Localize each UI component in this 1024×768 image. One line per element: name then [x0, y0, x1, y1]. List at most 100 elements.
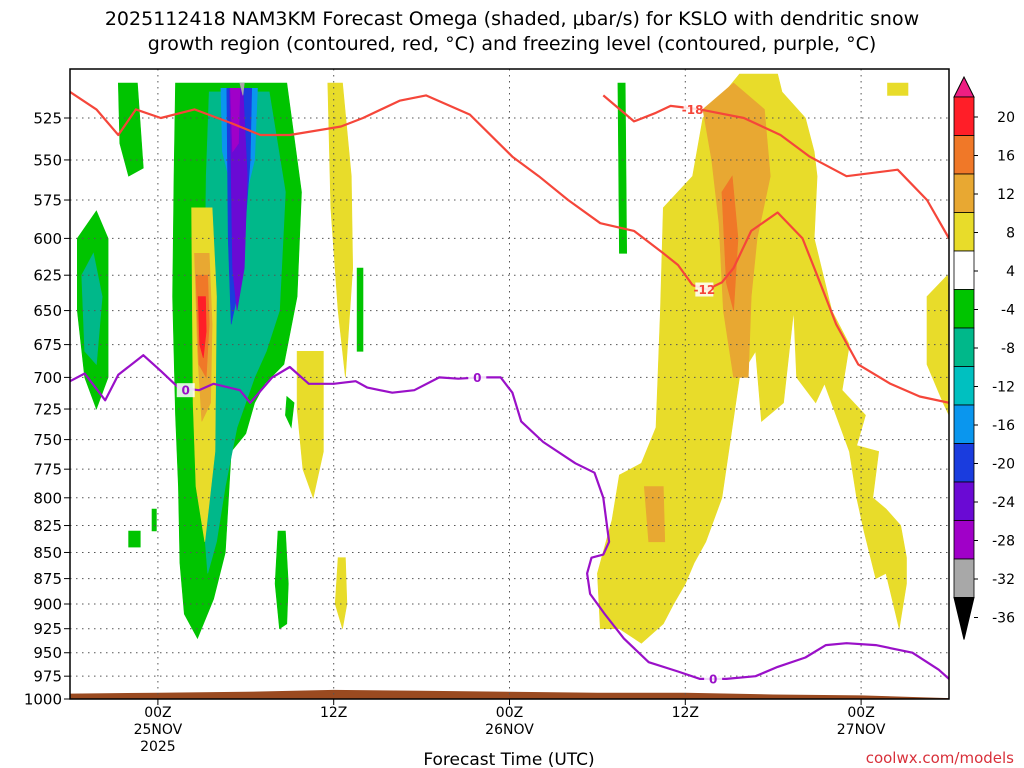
- y-tick-label: 750: [33, 431, 62, 449]
- y-tick-label: 525: [33, 109, 62, 127]
- contour-label: 0: [709, 672, 717, 686]
- y-tick-label: 625: [33, 267, 62, 285]
- colorbar-segment: [953, 212, 975, 252]
- colorbar-label: -8: [1001, 341, 1015, 357]
- omega-region: [81, 252, 103, 366]
- contour-label: 0: [182, 384, 190, 398]
- colorbar-segment: [953, 96, 975, 136]
- colorbar-segment: [953, 481, 975, 521]
- colorbar-top-arrow: [953, 75, 975, 98]
- isotherm-minus18-upper-line: [602, 94, 949, 239]
- y-tick-label: 775: [33, 461, 62, 479]
- omega-region: [643, 486, 666, 543]
- freezing-level-line: [70, 354, 949, 681]
- contour-label-bg: [176, 383, 195, 398]
- colorbar-segment: [953, 558, 975, 598]
- omega-region: [926, 274, 949, 416]
- omega-shading: [77, 73, 949, 644]
- omega-region: [239, 82, 245, 96]
- x-axis-label: Forecast Time (UTC): [423, 750, 594, 768]
- colorbar-label: -20: [992, 457, 1015, 473]
- isotherm-minus12-line: [692, 211, 949, 404]
- omega-region: [356, 267, 364, 352]
- y-tick-label: 700: [33, 369, 62, 387]
- y-tick-label: 975: [33, 668, 62, 686]
- y-tick-label: 575: [33, 192, 62, 210]
- plot-area: -18 -12 0 0 0 525 550 575 600 625 650 675 700 725 750…: [24, 68, 950, 755]
- y-tick-label: 850: [33, 544, 62, 562]
- colorbar-segment: [953, 250, 975, 290]
- colorbar-legend: 20 16 12 8 4 -4 -8 -12 -16 -20 -24 -28 -32 -36: [953, 75, 1015, 640]
- y-axis: 525 550 575 600 625 650 675 700 725 750 775 800 825 8…: [24, 109, 70, 709]
- credit-text: coolwx.com/models: [866, 749, 1014, 767]
- y-tick-label: 800: [33, 489, 62, 507]
- contour-label-bg: [704, 671, 723, 686]
- colorbar-label: 16: [997, 149, 1015, 165]
- colorbar-label: 8: [1006, 226, 1015, 242]
- colorbar-label: 12: [997, 187, 1015, 203]
- omega-region: [151, 508, 157, 532]
- omega-region: [197, 296, 207, 358]
- colorbar-segment: [953, 366, 975, 406]
- colorbar-label: -24: [992, 495, 1015, 511]
- isotherm-minus18-line: [70, 90, 694, 286]
- x-tick-label: 00Z: [496, 705, 523, 721]
- contour-label-bg: [683, 102, 702, 117]
- colorbar-label: 4: [1006, 264, 1015, 280]
- colorbar-label: -16: [992, 418, 1015, 434]
- omega-region: [334, 557, 348, 629]
- x-tick-label: 12Z: [320, 705, 347, 721]
- colorbar-label: -32: [992, 572, 1015, 588]
- y-tick-label: 600: [33, 230, 62, 248]
- contour-lines: -18 -12 0 0 0: [70, 90, 949, 686]
- x-tick-date: 26NOV: [485, 722, 534, 738]
- colorbar-label: 20: [997, 110, 1015, 126]
- x-tick-date: 25NOV: [134, 722, 183, 738]
- y-tick-label: 725: [33, 401, 62, 419]
- omega-region: [617, 82, 628, 254]
- colorbar-segment: [953, 173, 975, 213]
- colorbar-segment: [953, 443, 975, 483]
- x-tick-label: 00Z: [144, 705, 171, 721]
- colorbar-label: -28: [992, 534, 1015, 550]
- y-tick-label: 875: [33, 570, 62, 588]
- y-tick-label: 925: [33, 620, 62, 638]
- colorbar-segment: [953, 135, 975, 175]
- contour-label-bg: [695, 282, 714, 297]
- colorbar-label: -12: [992, 380, 1015, 396]
- colorbar-segment: [953, 289, 975, 329]
- omega-region: [274, 530, 289, 630]
- y-tick-label: 650: [33, 302, 62, 320]
- contour-label-bg: [468, 370, 487, 385]
- x-tick-date: 27NOV: [837, 722, 886, 738]
- y-tick-label: 550: [33, 151, 62, 169]
- chart-subtitle: growth region (contoured, red, °C) and f…: [148, 33, 877, 55]
- colorbar-segment: [953, 520, 975, 560]
- x-tick-year: 2025: [140, 739, 176, 755]
- colorbar-segment: [953, 404, 975, 444]
- contour-label: 0: [473, 371, 481, 385]
- omega-region: [285, 395, 295, 429]
- colorbar-bottom-arrow: [953, 597, 975, 640]
- x-tick-label: 12Z: [672, 705, 699, 721]
- y-tick-label: 900: [33, 595, 62, 613]
- y-tick-label: 1000: [24, 691, 62, 709]
- omega-region: [721, 175, 739, 311]
- contour-label: -12: [694, 283, 716, 297]
- omega-region: [128, 530, 141, 548]
- colorbar-label: -4: [1001, 303, 1015, 319]
- omega-region: [296, 350, 324, 499]
- y-tick-label: 675: [33, 336, 62, 354]
- omega-region: [230, 88, 241, 153]
- colorbar-segment: [953, 327, 975, 367]
- colorbar-label: -36: [992, 611, 1015, 627]
- y-tick-label: 950: [33, 644, 62, 662]
- contour-label: -18: [682, 103, 704, 117]
- omega-region: [887, 82, 909, 96]
- omega-region: [327, 82, 354, 378]
- chart-title: 2025112418 NAM3KM Forecast Omega (shaded…: [105, 8, 919, 30]
- y-tick-label: 825: [33, 517, 62, 535]
- x-tick-label: 00Z: [847, 705, 874, 721]
